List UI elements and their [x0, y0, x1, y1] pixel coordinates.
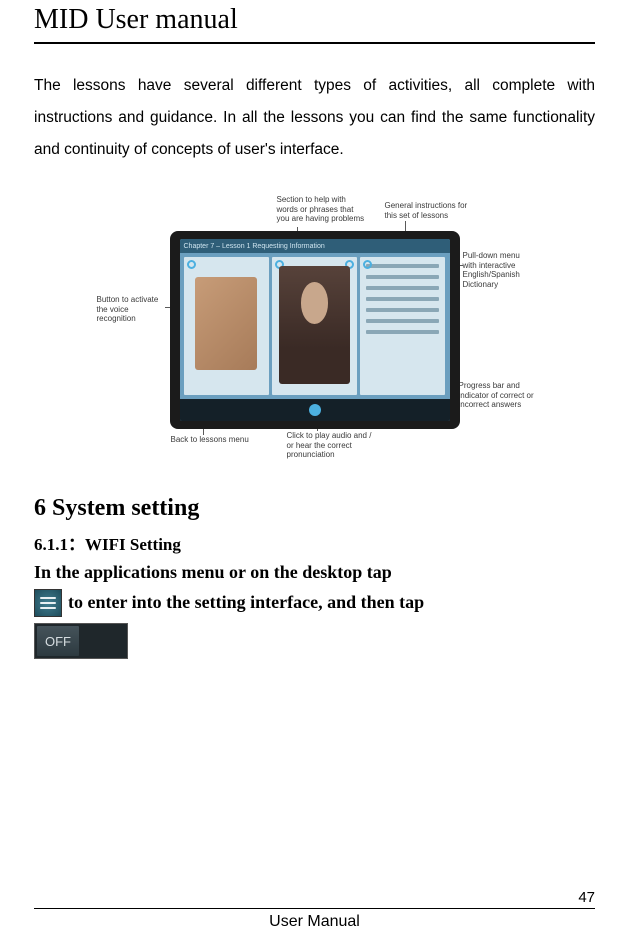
- callout-top-right: General instructions for this set of les…: [385, 201, 475, 220]
- photo-placeholder: [195, 277, 256, 371]
- pane-middle: [272, 257, 357, 395]
- screen-title-bar: Chapter 7 – Lesson 1 Requesting Informat…: [180, 239, 450, 253]
- callout-bottom-left: Back to lessons menu: [171, 435, 257, 445]
- page-footer: 47 User Manual: [34, 889, 595, 931]
- page-title: MID User manual: [34, 0, 595, 42]
- annotated-figure: Section to help with words or phrases th…: [125, 195, 505, 455]
- document-page: MID User manual The lessons have several…: [0, 0, 629, 949]
- figure-container: Section to help with words or phrases th…: [34, 195, 595, 455]
- sliders-icon: [40, 597, 56, 612]
- settings-icon[interactable]: [34, 589, 62, 617]
- instruction-line-1: In the applications menu or on the deskt…: [34, 559, 595, 587]
- text-lines-placeholder: [360, 264, 445, 334]
- body-paragraph: The lessons have several different types…: [34, 70, 595, 165]
- play-icon: [309, 404, 321, 416]
- tablet-device: Chapter 7 – Lesson 1 Requesting Informat…: [170, 231, 460, 429]
- footer-divider: [34, 908, 595, 909]
- face-placeholder: [301, 282, 328, 323]
- instruction-line-2-text: to enter into the setting interface, and…: [68, 589, 424, 617]
- callout-left-mid: Button to activate the voice recognition: [97, 295, 169, 324]
- speaker-icon: [187, 260, 196, 269]
- lesson-panes: [184, 257, 446, 395]
- toggle-label: OFF: [37, 626, 79, 656]
- callout-bottom-right: Progress bar and indicator of correct or…: [459, 381, 535, 410]
- section-subheading: 6.1.1：WIFI Setting: [34, 530, 595, 555]
- tablet-screen: Chapter 7 – Lesson 1 Requesting Informat…: [180, 239, 450, 421]
- pane-right: [360, 257, 445, 395]
- callout-top-mid-left: Section to help with words or phrases th…: [277, 195, 367, 224]
- screen-bottom-bar: [180, 399, 450, 421]
- instruction-line-2: to enter into the setting interface, and…: [34, 589, 595, 617]
- footer-label: User Manual: [34, 913, 595, 931]
- section-heading: 6 System setting: [34, 495, 595, 522]
- pane-left: [184, 257, 269, 395]
- toggle-row: OFF: [34, 617, 595, 664]
- page-number: 47: [34, 889, 595, 906]
- off-toggle[interactable]: OFF: [34, 623, 128, 659]
- callout-bottom-mid: Click to play audio and / or hear the co…: [287, 431, 377, 460]
- callout-right-mid: Pull-down menu with interactive English/…: [463, 251, 535, 289]
- header-divider: [34, 42, 595, 44]
